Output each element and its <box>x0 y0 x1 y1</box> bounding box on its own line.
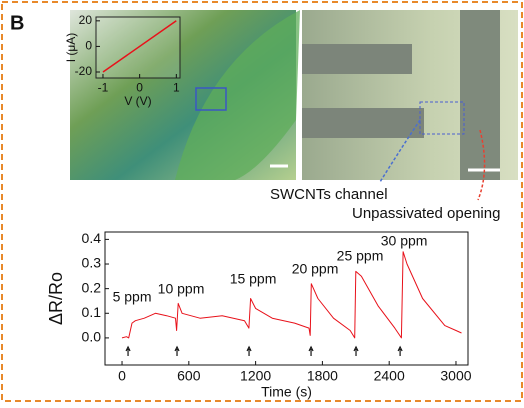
callout: Unpassivated opening <box>352 205 500 222</box>
x-axis-label: Time (s) <box>261 384 312 400</box>
annotation: 20 ppm <box>292 261 339 277</box>
y-tick-label: 0.1 <box>82 304 102 320</box>
x-tick-label: 1 <box>173 80 180 94</box>
y-tick-label: 20 <box>79 13 93 27</box>
annotation: 5 ppm <box>113 289 152 305</box>
x-axis-label: V (V) <box>124 94 151 108</box>
callout-line <box>379 119 421 183</box>
electrode <box>302 44 412 74</box>
y-tick-label: 0.3 <box>82 255 102 271</box>
y-tick-label: -20 <box>75 64 93 78</box>
x-tick-label: 1800 <box>307 368 338 384</box>
x-tick-label: 600 <box>177 368 201 384</box>
panel-label: B <box>10 12 24 34</box>
exposure-arrow <box>353 345 359 356</box>
y-tick-label: 0 <box>85 39 92 53</box>
exposure-arrow <box>246 345 252 356</box>
x-tick-label: -1 <box>98 80 109 94</box>
exposure-arrow <box>308 345 314 356</box>
x-tick-label: 0 <box>136 80 143 94</box>
exposure-arrow <box>397 345 403 356</box>
panel-border <box>1 1 523 402</box>
leaf-shape <box>175 10 300 180</box>
y-axis-label: I (μA) <box>64 33 78 63</box>
exposure-arrow <box>174 345 180 356</box>
device-outline <box>195 87 227 111</box>
exposure-arrow <box>125 345 131 356</box>
annotation: 30 ppm <box>381 233 428 249</box>
callout-line <box>477 129 486 201</box>
data-line <box>102 20 177 73</box>
y-axis-label: ΔR/Ro <box>46 272 66 325</box>
electrode <box>302 108 424 138</box>
annotation: 15 ppm <box>230 271 277 287</box>
annotation: 10 ppm <box>158 281 205 297</box>
x-tick-label: 0 <box>118 368 126 384</box>
x-tick-label: 3000 <box>440 368 471 384</box>
x-tick-label: 2400 <box>374 368 405 384</box>
y-tick-label: 0.4 <box>82 230 102 246</box>
data-line <box>121 251 462 339</box>
x-tick-label: 1200 <box>240 368 271 384</box>
annotation: 25 ppm <box>337 248 384 264</box>
y-tick-label: 0.2 <box>82 279 102 295</box>
callout: SWCNTs channel <box>270 186 388 203</box>
electrode <box>460 10 500 180</box>
channel-outline <box>419 101 465 135</box>
plot-frame <box>104 231 469 366</box>
y-tick-label: 0.0 <box>82 329 102 345</box>
